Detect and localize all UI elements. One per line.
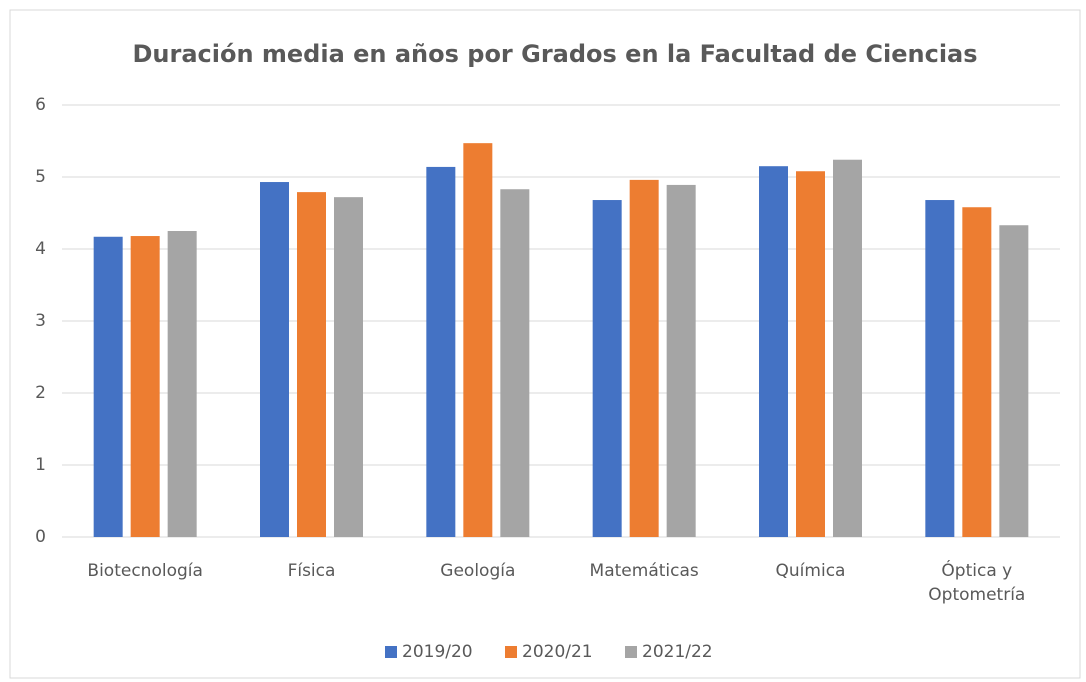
bar	[962, 207, 992, 538]
x-tick-label: Matemáticas	[589, 561, 699, 581]
bar	[925, 200, 955, 538]
bar	[93, 236, 123, 537]
bar	[592, 200, 622, 538]
bar	[666, 184, 696, 538]
bar	[500, 189, 530, 538]
bar	[463, 143, 493, 537]
bar	[999, 225, 1029, 538]
bar	[629, 179, 659, 537]
legend-label: 2020/21	[522, 642, 593, 662]
bar	[833, 159, 862, 537]
x-tick-label: Óptica y Optometría	[928, 561, 1026, 605]
bar	[426, 166, 456, 538]
y-tick-label: 2	[35, 383, 46, 403]
bar	[167, 231, 197, 537]
x-tick-label: Biotecnología	[87, 561, 203, 581]
x-tick-label: Química	[775, 561, 846, 581]
legend-label: 2021/22	[642, 642, 713, 662]
bar	[130, 236, 160, 538]
chart-title: Duración media en años por Grados en la …	[132, 40, 977, 68]
x-tick-label: Física	[287, 561, 336, 581]
y-tick-label: 1	[35, 455, 46, 475]
bar	[260, 182, 289, 538]
bar	[759, 166, 788, 537]
x-tick-label: Geología	[440, 561, 516, 581]
bar	[297, 192, 326, 537]
bar	[796, 171, 825, 538]
y-tick-label: 0	[35, 527, 46, 547]
bar	[334, 197, 363, 537]
legend-label: 2019/20	[402, 642, 473, 662]
y-tick-label: 4	[35, 239, 46, 259]
legend-swatch	[385, 646, 397, 658]
y-tick-label: 6	[35, 95, 46, 115]
y-tick-label: 5	[35, 167, 46, 187]
legend-swatch	[625, 646, 637, 658]
legend-swatch	[505, 646, 517, 658]
y-tick-label: 3	[35, 311, 46, 331]
